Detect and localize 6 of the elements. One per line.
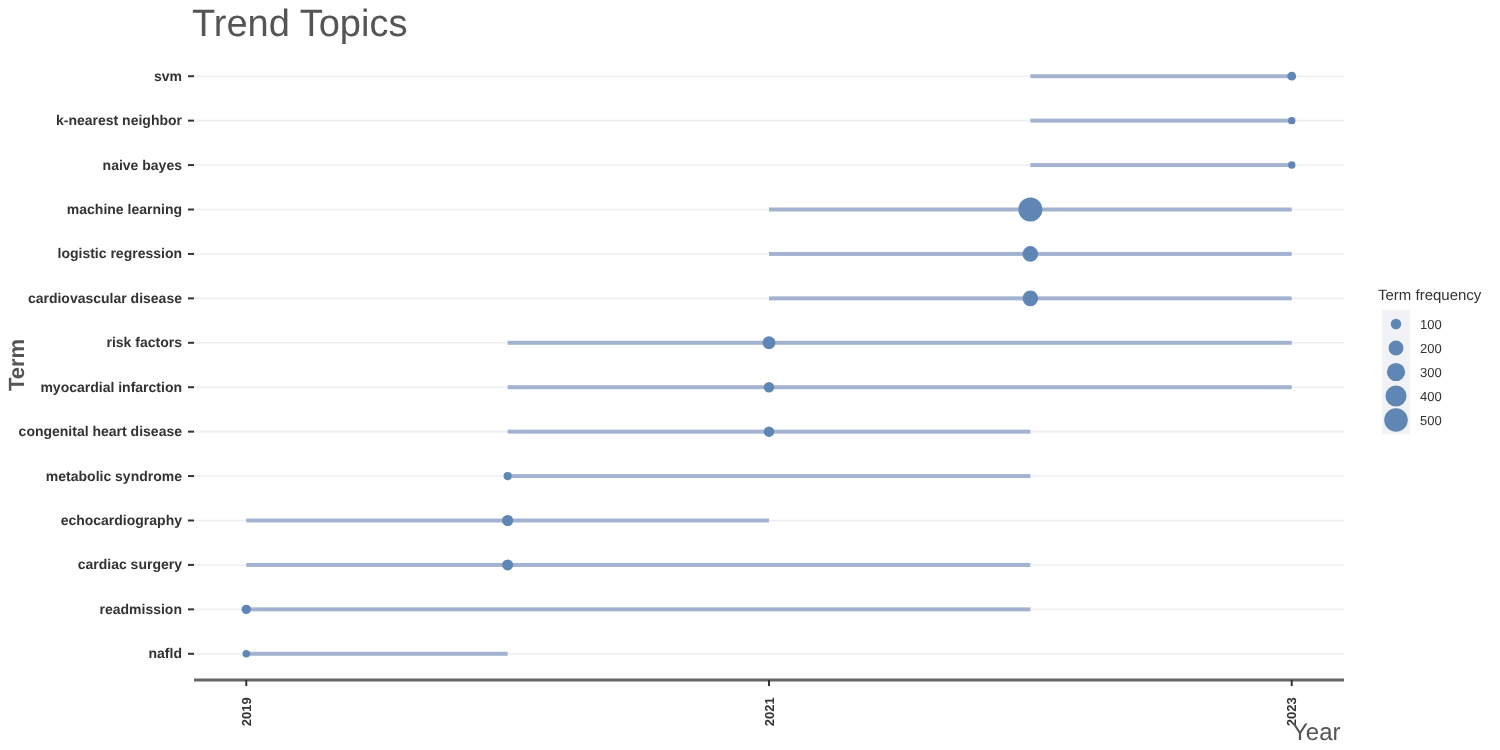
bar	[769, 207, 1292, 212]
bar	[507, 385, 1292, 390]
bar	[507, 429, 1031, 434]
y-axis-title: Term	[6, 338, 30, 392]
bar	[246, 518, 769, 523]
chart-title: Trend Topics	[192, 4, 408, 46]
